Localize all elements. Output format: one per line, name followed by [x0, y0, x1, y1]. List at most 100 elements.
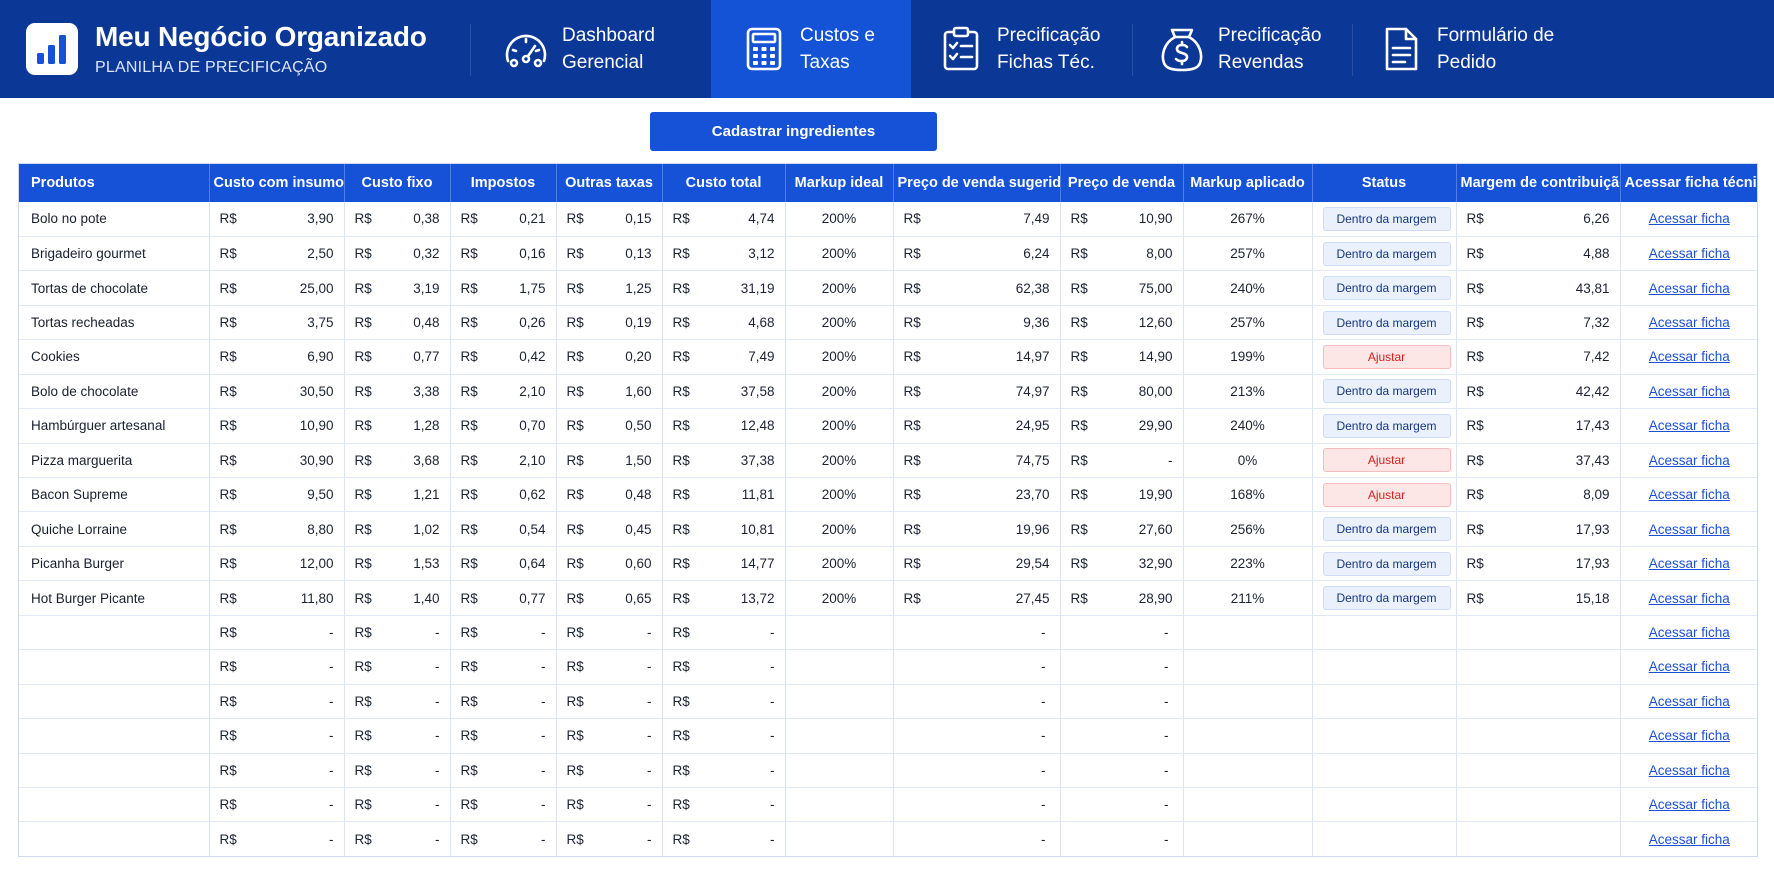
cell-produto[interactable]: [18, 821, 210, 857]
cell-markup-ideal[interactable]: 200%: [785, 270, 894, 306]
cell-impostos[interactable]: R$ 0,54: [450, 511, 557, 547]
cell-markup-aplicado[interactable]: 199%: [1183, 339, 1313, 375]
cell-custo-fixo[interactable]: R$ 1,02: [344, 511, 451, 547]
cell-custo-total[interactable]: R$ 4,68: [662, 305, 786, 341]
cell-produto[interactable]: [18, 649, 210, 685]
cell-impostos[interactable]: R$ -: [450, 615, 557, 651]
cell-markup-ideal[interactable]: 200%: [785, 408, 894, 444]
cell-custo-insumos[interactable]: R$ 30,50: [209, 374, 345, 410]
cell-custo-fixo[interactable]: R$ -: [344, 649, 451, 685]
cell-custo-insumos[interactable]: R$ 11,80: [209, 580, 345, 616]
cell-markup-aplicado[interactable]: 0%: [1183, 443, 1313, 479]
cell-preco-sugerido[interactable]: -: [893, 649, 1061, 685]
cell-outras-taxas[interactable]: R$ -: [556, 684, 663, 720]
cell-outras-taxas[interactable]: R$ -: [556, 787, 663, 823]
cell-preco-venda[interactable]: -: [1060, 684, 1184, 720]
cell-markup-ideal[interactable]: 200%: [785, 236, 894, 272]
cell-markup-ideal[interactable]: 200%: [785, 374, 894, 410]
cell-markup-aplicado[interactable]: 256%: [1183, 511, 1313, 547]
cell-margem[interactable]: R$ 37,43: [1456, 443, 1621, 479]
cell-custo-total[interactable]: R$ 13,72: [662, 580, 786, 616]
cell-outras-taxas[interactable]: R$ 0,20: [556, 339, 663, 375]
acessar-ficha-link[interactable]: Acessar ficha: [1648, 556, 1730, 572]
cell-produto[interactable]: [18, 753, 210, 788]
cell-markup-aplicado[interactable]: 240%: [1183, 408, 1313, 444]
cell-markup-aplicado[interactable]: [1183, 787, 1313, 823]
cell-preco-sugerido[interactable]: R$ 6,24: [893, 236, 1061, 272]
acessar-ficha-link[interactable]: Acessar ficha: [1648, 452, 1730, 468]
cell-produto[interactable]: Cookies: [18, 339, 210, 375]
cell-preco-sugerido[interactable]: R$ 14,97: [893, 339, 1061, 375]
cell-preco-venda[interactable]: R$ 12,60: [1060, 305, 1184, 341]
acessar-ficha-link[interactable]: Acessar ficha: [1648, 349, 1730, 365]
cell-preco-venda[interactable]: R$ 28,90: [1060, 580, 1184, 616]
cell-markup-ideal[interactable]: [785, 684, 894, 720]
cell-custo-insumos[interactable]: R$ 9,50: [209, 477, 345, 513]
cell-custo-fixo[interactable]: R$ 0,48: [344, 305, 451, 341]
cell-preco-sugerido[interactable]: R$ 62,38: [893, 270, 1061, 306]
cell-preco-venda[interactable]: R$ 19,90: [1060, 477, 1184, 513]
col-header-status[interactable]: Status: [1312, 163, 1457, 202]
cell-preco-sugerido[interactable]: -: [893, 615, 1061, 651]
cell-preco-venda[interactable]: R$ 75,00: [1060, 270, 1184, 306]
cell-markup-ideal[interactable]: [785, 615, 894, 651]
cell-preco-sugerido[interactable]: R$ 19,96: [893, 511, 1061, 547]
cell-impostos[interactable]: R$ 0,42: [450, 339, 557, 375]
cell-markup-aplicado[interactable]: [1183, 718, 1313, 754]
cell-custo-insumos[interactable]: R$ -: [209, 649, 345, 685]
cell-preco-venda[interactable]: -: [1060, 821, 1184, 857]
nav-dashboard[interactable]: Dashboard Gerencial: [500, 0, 710, 98]
cell-markup-aplicado[interactable]: [1183, 821, 1313, 857]
nav-precificacao-fichas[interactable]: Precificação Fichas Téc.: [935, 0, 1135, 98]
cell-markup-ideal[interactable]: 200%: [785, 511, 894, 547]
cell-outras-taxas[interactable]: R$ 0,50: [556, 408, 663, 444]
cell-markup-aplicado[interactable]: [1183, 753, 1313, 788]
cell-custo-total[interactable]: R$ 37,58: [662, 374, 786, 410]
cell-markup-ideal[interactable]: [785, 718, 894, 754]
cell-preco-sugerido[interactable]: -: [893, 684, 1061, 720]
acessar-ficha-link[interactable]: Acessar ficha: [1648, 487, 1730, 503]
cell-produto[interactable]: Tortas recheadas: [18, 305, 210, 341]
cell-impostos[interactable]: R$ 0,77: [450, 580, 557, 616]
cell-outras-taxas[interactable]: R$ 0,13: [556, 236, 663, 272]
cell-preco-sugerido[interactable]: R$ 74,97: [893, 374, 1061, 410]
cell-markup-aplicado[interactable]: [1183, 684, 1313, 720]
cell-custo-fixo[interactable]: R$ 0,38: [344, 202, 451, 237]
cell-produto[interactable]: Quiche Lorraine: [18, 511, 210, 547]
cell-preco-sugerido[interactable]: -: [893, 821, 1061, 857]
cell-preco-sugerido[interactable]: R$ 27,45: [893, 580, 1061, 616]
cell-custo-insumos[interactable]: R$ -: [209, 718, 345, 754]
cell-produto[interactable]: Hambúrguer artesanal: [18, 408, 210, 444]
cell-markup-aplicado[interactable]: 213%: [1183, 374, 1313, 410]
cell-markup-ideal[interactable]: 200%: [785, 477, 894, 513]
cell-margem[interactable]: [1456, 649, 1621, 685]
col-header-outras-taxas[interactable]: Outras taxas: [556, 163, 663, 202]
cell-custo-total[interactable]: R$ -: [662, 684, 786, 720]
cell-outras-taxas[interactable]: R$ 1,50: [556, 443, 663, 479]
cell-outras-taxas[interactable]: R$ -: [556, 753, 663, 788]
cell-margem[interactable]: R$ 42,42: [1456, 374, 1621, 410]
cell-preco-venda[interactable]: -: [1060, 718, 1184, 754]
acessar-ficha-link[interactable]: Acessar ficha: [1648, 280, 1730, 296]
cell-markup-ideal[interactable]: 200%: [785, 202, 894, 237]
acessar-ficha-link[interactable]: Acessar ficha: [1648, 831, 1730, 847]
cell-preco-venda[interactable]: -: [1060, 787, 1184, 823]
acessar-ficha-link[interactable]: Acessar ficha: [1648, 728, 1730, 744]
col-header-impostos[interactable]: Impostos: [450, 163, 557, 202]
cell-custo-fixo[interactable]: R$ -: [344, 718, 451, 754]
cell-custo-insumos[interactable]: R$ -: [209, 753, 345, 788]
cell-custo-insumos[interactable]: R$ 10,90: [209, 408, 345, 444]
cell-custo-fixo[interactable]: R$ -: [344, 615, 451, 651]
cell-impostos[interactable]: R$ -: [450, 821, 557, 857]
cell-custo-total[interactable]: R$ 10,81: [662, 511, 786, 547]
cell-custo-total[interactable]: R$ -: [662, 718, 786, 754]
cell-custo-fixo[interactable]: R$ 1,40: [344, 580, 451, 616]
cell-custo-insumos[interactable]: R$ 8,80: [209, 511, 345, 547]
cell-preco-sugerido[interactable]: R$ 9,36: [893, 305, 1061, 341]
cell-custo-fixo[interactable]: R$ 0,77: [344, 339, 451, 375]
cell-outras-taxas[interactable]: R$ 0,15: [556, 202, 663, 237]
col-header-custo-fixo[interactable]: Custo fixo: [344, 163, 451, 202]
acessar-ficha-link[interactable]: Acessar ficha: [1648, 762, 1730, 778]
cell-custo-fixo[interactable]: R$ 1,21: [344, 477, 451, 513]
cell-markup-aplicado[interactable]: 257%: [1183, 236, 1313, 272]
